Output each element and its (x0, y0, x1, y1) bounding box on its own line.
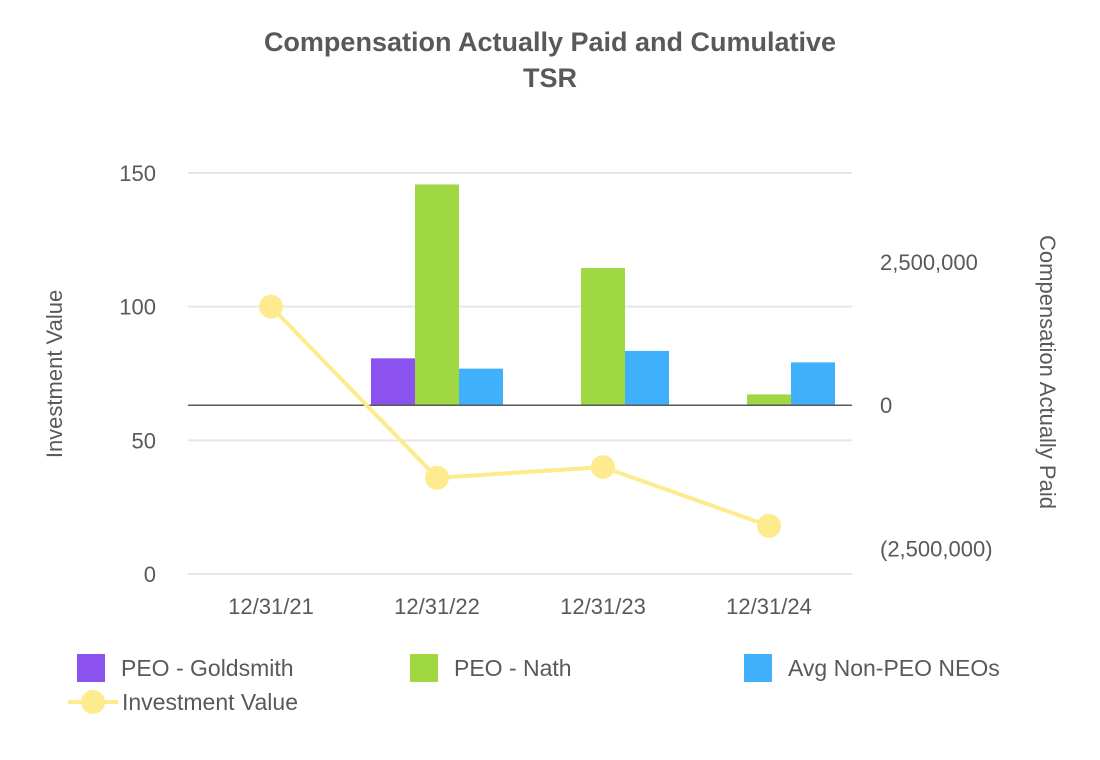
legend-swatch-peo-nath (410, 654, 438, 682)
chart-plot: 0 50 100 150 (2,500,000) 0 2,500,000 12/31/21 12… (42, 161, 1060, 619)
right-axis-tick-label: 0 (880, 393, 892, 418)
x-axis-tick-label: 12/31/23 (560, 594, 646, 619)
bar (459, 368, 503, 406)
line-point (259, 294, 283, 319)
legend-label-peo-nath: PEO - Nath (454, 654, 572, 681)
line-point (757, 513, 781, 538)
legend-item-peo-nath: PEO - Nath (410, 654, 572, 682)
series-line-investment-value (269, 305, 770, 528)
legend: PEO - Goldsmith PEO - Nath Avg Non-PEO N… (0, 650, 1100, 730)
right-axis-title: Compensation Actually Paid (1035, 235, 1060, 509)
left-axis-tick-label: 100 (119, 295, 156, 320)
chart-title-line-1: Compensation Actually Paid and Cumulativ… (263, 27, 837, 57)
bar (791, 362, 835, 406)
bar (415, 184, 459, 406)
legend-label-peo-goldsmith: PEO - Goldsmith (121, 654, 294, 681)
bar (371, 358, 415, 406)
right-axis-tick-label: 2,500,000 (880, 250, 978, 275)
x-axis-tick-label: 12/31/22 (394, 594, 480, 619)
legend-item-avg-non-peo-neos: Avg Non-PEO NEOs (744, 654, 1000, 682)
x-axis-tick-label: 12/31/24 (726, 594, 812, 619)
bar (581, 267, 625, 406)
x-axis-tick-label: 12/31/21 (228, 594, 314, 619)
right-axis-tick-label: (2,500,000) (880, 536, 993, 561)
line-point (425, 465, 449, 490)
legend-item-investment-value: Investment Value (68, 688, 298, 716)
legend-swatch-peo-goldsmith (77, 654, 105, 682)
bar (625, 350, 669, 406)
chart-title: Compensation Actually Paid and Cumulativ… (0, 24, 1100, 96)
bar (747, 394, 791, 406)
legend-label-avg-non-peo-neos: Avg Non-PEO NEOs (788, 654, 1000, 681)
legend-item-peo-goldsmith: PEO - Goldsmith (77, 654, 294, 682)
chart-title-line-2: TSR (523, 63, 577, 93)
legend-swatch-avg-non-peo-neos (744, 654, 772, 682)
left-axis-tick-label: 150 (119, 161, 156, 186)
left-axis-tick-label: 0 (144, 562, 156, 587)
left-axis-title: Investment Value (42, 290, 67, 458)
legend-label-investment-value: Investment Value (122, 688, 299, 715)
legend-swatch-investment-value (68, 688, 118, 716)
line-point (591, 455, 615, 480)
left-axis-tick-label: 50 (132, 428, 156, 453)
